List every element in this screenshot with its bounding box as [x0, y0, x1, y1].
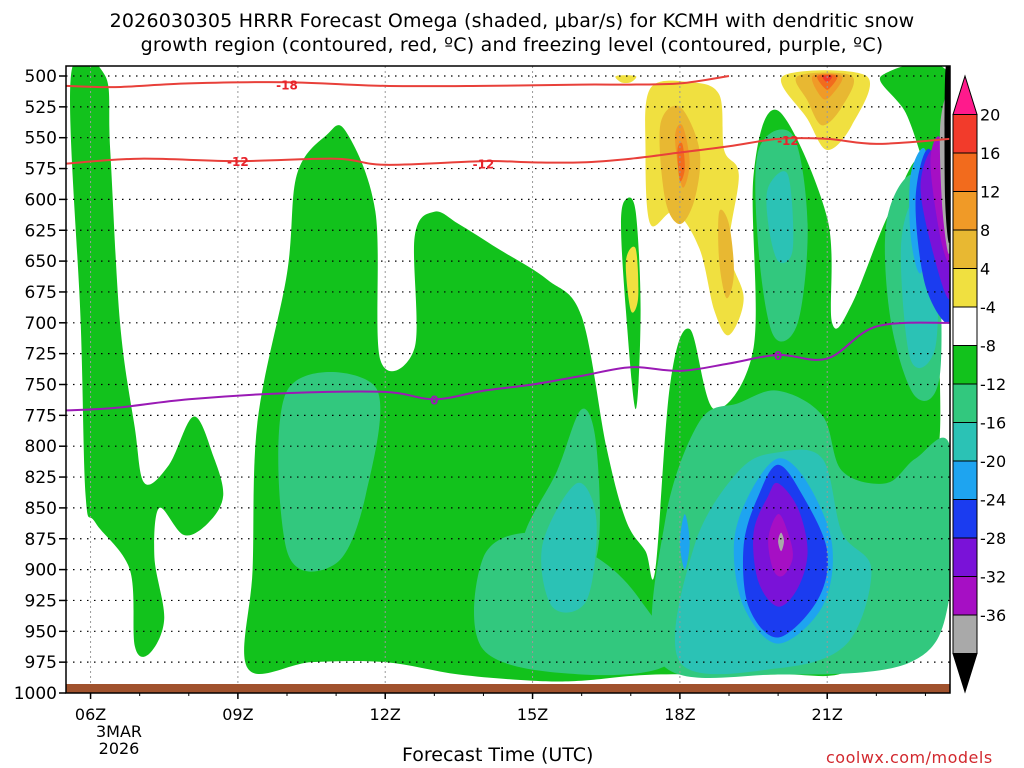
colorbar-swatch-7 — [952, 345, 978, 385]
colorbar-swatch-12 — [952, 537, 978, 577]
colorbar-swatch-4 — [952, 229, 978, 269]
y-tick-label-525: 525 — [25, 98, 57, 118]
omega-region-neg4-3 — [879, 66, 950, 239]
x-tick-label-18Z: 18Z — [664, 705, 695, 724]
contour-labels: -18 -12 -12 -12 0 0 — [227, 79, 799, 408]
omega-region-neg8-0 — [278, 371, 381, 572]
colorbar-label--28: -28 — [980, 529, 1006, 548]
x-tick-label-12Z: 12Z — [370, 705, 401, 724]
colorbar-label--36: -36 — [980, 606, 1006, 625]
grid — [66, 66, 950, 693]
omega-region-neg16-1 — [679, 514, 690, 570]
x-tick-label-06Z: 06Z — [75, 705, 106, 724]
y-tick-label-675: 675 — [25, 283, 57, 303]
omega-region-neg12-2 — [766, 171, 794, 263]
colorbar-swatch-9 — [952, 422, 978, 462]
colorbar-label--24: -24 — [980, 491, 1006, 510]
y-tick-label-850: 850 — [25, 499, 57, 519]
colorbar-swatch-14 — [952, 614, 978, 654]
y-tick-label-800: 800 — [25, 437, 57, 457]
colorbar-label--12: -12 — [980, 375, 1006, 394]
chart-title-line-2: growth region (contoured, red, ºC) and f… — [140, 34, 884, 56]
colorbar-label--16: -16 — [980, 414, 1006, 433]
y-tick-label-750: 750 — [25, 376, 57, 396]
contour-freezing_0C — [66, 321, 950, 412]
y-tick-label-725: 725 — [25, 345, 57, 365]
y-tick-label-775: 775 — [25, 406, 57, 426]
colorbar-bottom-arrow — [952, 653, 978, 694]
y-tick-label-575: 575 — [25, 160, 57, 180]
colorbar-label-12: 12 — [980, 183, 1000, 202]
colorbar-label--32: -32 — [980, 568, 1006, 587]
contour-label-4: 0 — [430, 393, 438, 407]
colorbar-label--4: -4 — [980, 298, 996, 317]
y-tick-label-875: 875 — [25, 530, 57, 550]
y-axis: 500 525 550 575 600 625 650 675 700 725 750 775 800 8… — [14, 67, 66, 704]
colorbar-label-4: 4 — [980, 260, 990, 279]
y-tick-label-900: 900 — [25, 561, 57, 581]
colorbar-swatch-5 — [952, 268, 978, 308]
contour-dgz_-12C_lower — [66, 137, 950, 166]
y-tick-label-600: 600 — [25, 190, 57, 210]
colorbar-label-16: 16 — [980, 144, 1000, 163]
colorbar-swatch-6 — [952, 306, 978, 346]
contour-label-3: -12 — [777, 134, 799, 148]
colorbar-swatch-2 — [952, 152, 978, 192]
omega-region-neg4-0 — [70, 66, 224, 657]
y-tick-label-550: 550 — [25, 129, 57, 149]
colorbar-swatch-3 — [952, 191, 978, 231]
omega-region-20-0 — [822, 75, 833, 83]
colorbar: 20 16 12 8 4 -4 -8 -12 -16 -20 -24 -28 -32 -36 — [952, 74, 1006, 694]
y-tick-label-700: 700 — [25, 314, 57, 334]
credit-text[interactable]: coolwx.com/models — [826, 748, 993, 767]
colorbar-swatch-8 — [952, 383, 978, 423]
omega-region-neg12-0 — [541, 482, 597, 613]
omega-region-4-1 — [645, 80, 744, 336]
plot-frame — [65, 65, 951, 694]
contour-label-0: -18 — [276, 79, 298, 93]
colorbar-swatch-10 — [952, 460, 978, 500]
ground-surface — [66, 684, 950, 693]
date-label-line-1: 3MAR — [96, 722, 142, 741]
colorbar-label--20: -20 — [980, 452, 1006, 471]
y-tick-label-625: 625 — [25, 221, 57, 241]
colorbar-label-8: 8 — [980, 221, 990, 240]
colorbar-swatch-1 — [952, 114, 978, 154]
contour-lines — [66, 75, 950, 412]
omega-region-neg32-0 — [778, 532, 784, 552]
contour-label-2: -12 — [473, 158, 495, 172]
omega-region-4-2 — [625, 246, 639, 313]
x-tick-label-09Z: 09Z — [222, 705, 253, 724]
y-tick-label-1000: 1000 — [14, 684, 57, 704]
contour-label-1: -12 — [227, 155, 249, 169]
contour-dgz_-18C — [66, 75, 730, 89]
y-tick-label-825: 825 — [25, 468, 57, 488]
colorbar-swatch-11 — [952, 499, 978, 539]
y-tick-label-925: 925 — [25, 591, 57, 611]
x-tick-label-15Z: 15Z — [517, 705, 548, 724]
y-tick-label-650: 650 — [25, 252, 57, 272]
y-tick-label-950: 950 — [25, 622, 57, 642]
colorbar-label-20: 20 — [980, 106, 1000, 125]
colorbar-swatch-13 — [952, 576, 978, 616]
contour-label-5: 0 — [774, 349, 782, 363]
y-tick-label-975: 975 — [25, 653, 57, 673]
x-tick-label-21Z: 21Z — [812, 705, 843, 724]
omega-region-8-1 — [718, 209, 734, 299]
y-tick-label-500: 500 — [25, 67, 57, 87]
omega-region-4-0 — [615, 75, 637, 83]
chart-title-line-1: 2026030305 HRRR Forecast Omega (shaded, … — [109, 10, 915, 32]
x-axis-title: Forecast Time (UTC) — [402, 744, 594, 766]
x-axis: 06Z 09Z 12Z 15Z 18Z 21Z — [75, 693, 926, 724]
colorbar-label--8: -8 — [980, 337, 996, 356]
date-label-line-2: 2026 — [99, 739, 140, 758]
omega-shading — [70, 66, 950, 682]
colorbar-top-arrow — [952, 74, 978, 115]
